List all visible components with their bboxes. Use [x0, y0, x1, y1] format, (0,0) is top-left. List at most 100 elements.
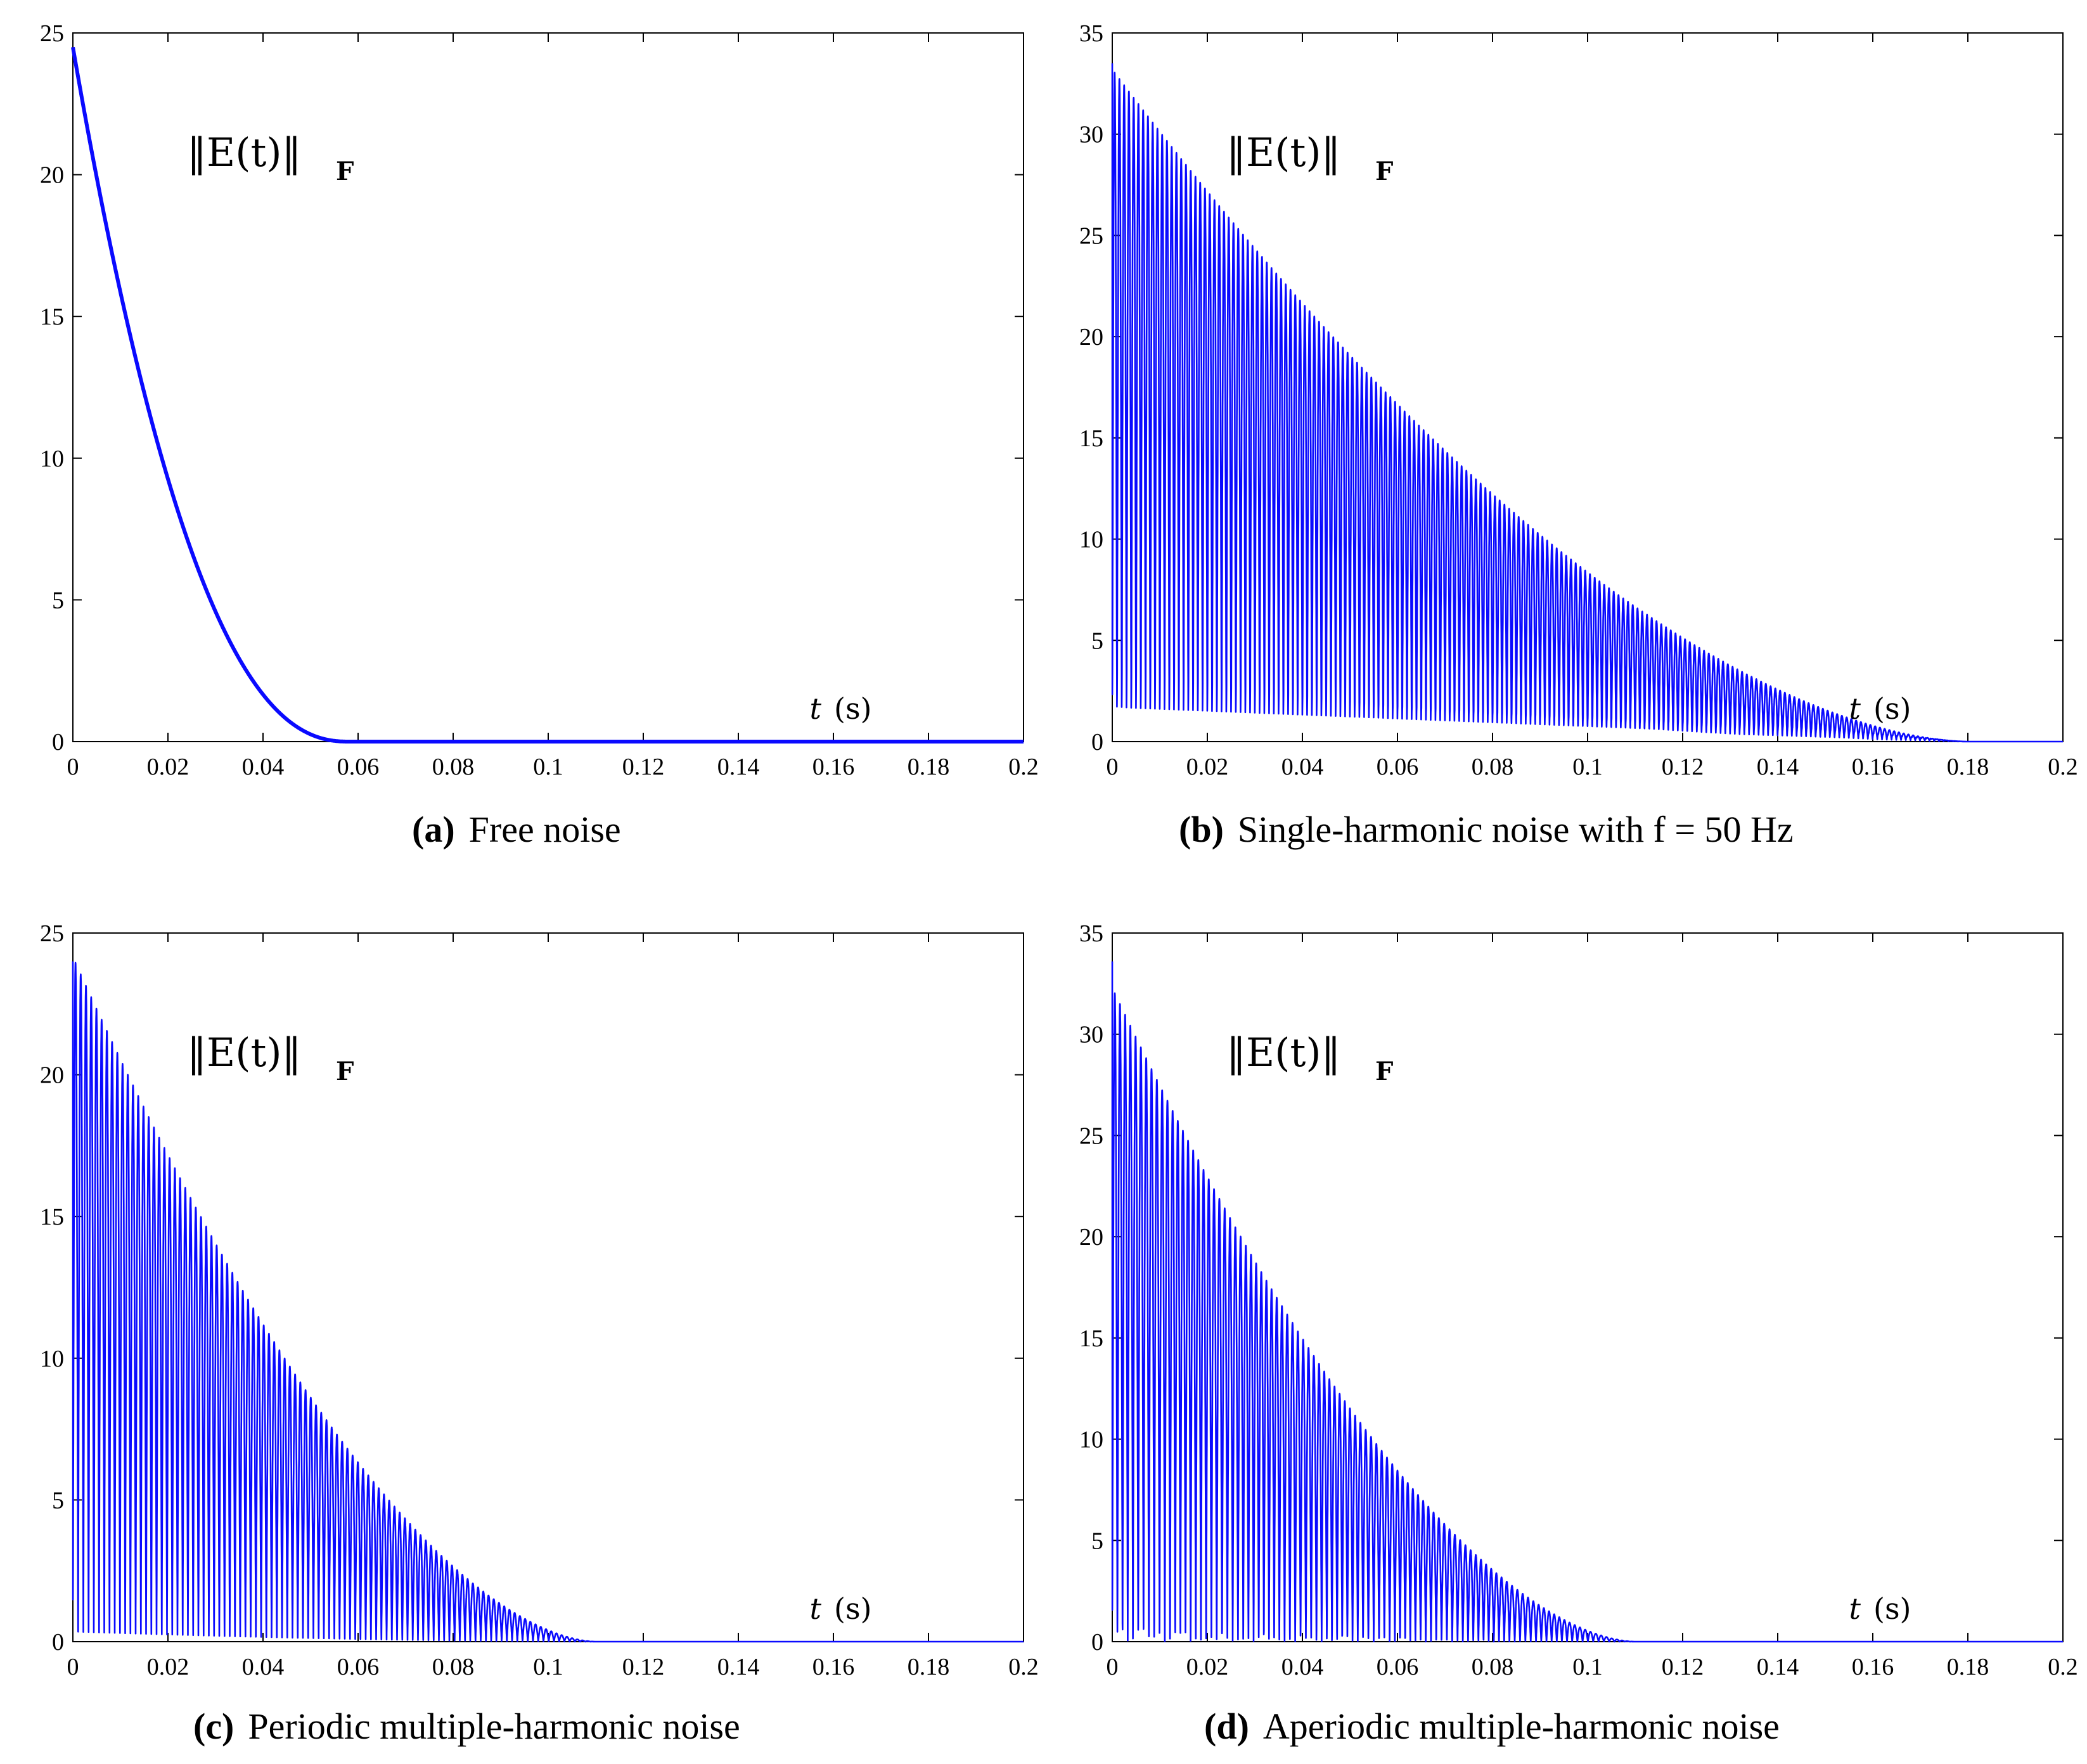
- x-tick-label: 0.08: [432, 1654, 475, 1680]
- norm-annotation-subscript: F: [336, 157, 354, 186]
- x-tick-label: 0.18: [1947, 1654, 1989, 1680]
- x-tick-label: 0.18: [1947, 754, 1989, 780]
- series-line: [72, 961, 1025, 1643]
- x-tick-label: 0: [67, 1654, 79, 1680]
- x-tick-label: 0.1: [1572, 754, 1603, 780]
- x-tick-label: 0.16: [812, 1654, 855, 1680]
- y-tick-label: 15: [1079, 425, 1103, 452]
- y-tick-label: 10: [1079, 527, 1103, 553]
- series-line: [1111, 63, 2064, 743]
- x-tick-label: 0: [1107, 1654, 1119, 1680]
- y-tick-label: 30: [1079, 122, 1103, 148]
- y-tick-label: 0: [1091, 1629, 1103, 1656]
- x-tick-label: 0.2: [2048, 754, 2078, 780]
- series-line: [71, 46, 1025, 744]
- y-tick-label: 15: [1079, 1325, 1103, 1352]
- chart-b-svg: 0 0.02 0.04 0.06 0.08 0.1 0.12 0.14 0.16 0.18 0.2 0…: [1079, 20, 2078, 780]
- chart-panel-d: 0 0.02 0.04 0.06 0.08 0.1 0.12 0.14 0.16 0.18 0.2 0…: [1039, 900, 2079, 1702]
- x-tick-label: 0.1: [533, 1654, 563, 1680]
- norm-annotation-subscript: F: [1375, 157, 1393, 186]
- t-axis-label: t (s): [1849, 692, 1911, 726]
- chart-d-svg: 0 0.02 0.04 0.06 0.08 0.1 0.12 0.14 0.16 0.18 0.2 0…: [1079, 920, 2078, 1680]
- x-tick-label: 0.14: [717, 754, 760, 780]
- x-tick-label: 0.16: [1852, 1654, 1894, 1680]
- y-tick-label: 5: [1091, 1528, 1103, 1554]
- chart-panel-a: 0 0.02 0.04 0.06 0.08 0.1 0.12 0.14 0.16 0.18 0.2 0…: [0, 0, 1039, 802]
- caption-c: (c) Periodic multiple-harmonic noise: [193, 1705, 740, 1748]
- caption-b: (b) Single-harmonic noise with f = 50 Hz: [1179, 808, 1794, 851]
- x-tick-label: 0.16: [1852, 754, 1894, 780]
- y-tick-label: 10: [40, 1346, 64, 1372]
- caption-text: Aperiodic multiple-harmonic noise: [1262, 1706, 1780, 1747]
- caption-text: Periodic multiple-harmonic noise: [248, 1706, 740, 1747]
- x-tick-label: 0.18: [908, 754, 950, 780]
- caption-letter: (d): [1204, 1706, 1249, 1747]
- caption-a: (a) Free noise: [412, 808, 621, 851]
- chart-panel-c: 0 0.02 0.04 0.06 0.08 0.1 0.12 0.14 0.16 0.18 0.2 0…: [0, 900, 1039, 1702]
- chart-a-svg: 0 0.02 0.04 0.06 0.08 0.1 0.12 0.14 0.16 0.18 0.2 0…: [40, 20, 1039, 780]
- x-tick-label: 0.2: [1008, 1654, 1039, 1680]
- y-tick-label: 20: [1079, 324, 1103, 351]
- norm-annotation: ‖E(t)‖: [1226, 1029, 1341, 1076]
- y-tick-label: 0: [52, 1629, 64, 1656]
- y-tick-label: 5: [52, 1487, 64, 1514]
- norm-annotation: ‖E(t)‖: [187, 1029, 302, 1076]
- x-tick-label: 0.18: [908, 1654, 950, 1680]
- x-tick-label: 0.14: [1757, 754, 1799, 780]
- x-tick-label: 0.2: [2048, 1654, 2078, 1680]
- y-tick-label: 25: [40, 20, 64, 47]
- y-tick-label: 5: [1091, 628, 1103, 654]
- y-tick-label: 20: [1079, 1224, 1103, 1251]
- norm-annotation-subscript: F: [1375, 1057, 1393, 1086]
- x-tick-label: 0.16: [812, 754, 855, 780]
- norm-annotation: ‖E(t)‖: [1226, 129, 1341, 176]
- x-tick-label: 0: [67, 754, 79, 780]
- y-tick-label: 5: [52, 587, 64, 614]
- x-tick-label: 0.04: [1281, 754, 1324, 780]
- y-tick-label: 10: [40, 446, 64, 472]
- y-tick-label: 30: [1079, 1022, 1103, 1048]
- t-axis-label: t (s): [810, 692, 872, 726]
- x-tick-label: 0.1: [533, 754, 563, 780]
- y-tick-label: 25: [1079, 1123, 1103, 1149]
- norm-annotation-subscript: F: [336, 1057, 354, 1086]
- x-tick-label: 0.12: [622, 1654, 665, 1680]
- x-tick-label: 0.02: [1186, 754, 1229, 780]
- x-tick-label: 0.12: [1662, 1654, 1704, 1680]
- y-tick-label: 25: [40, 920, 64, 947]
- series-line: [1111, 961, 2064, 1643]
- y-tick-label: 15: [40, 1204, 64, 1230]
- caption-text: Free noise: [468, 809, 621, 850]
- y-tick-label: 0: [52, 729, 64, 756]
- y-tick-label: 25: [1079, 222, 1103, 249]
- y-tick-label: 0: [1091, 729, 1103, 756]
- x-tick-label: 0.04: [1281, 1654, 1324, 1680]
- chart-panel-b: 0 0.02 0.04 0.06 0.08 0.1 0.12 0.14 0.16 0.18 0.2 0…: [1039, 0, 2079, 802]
- x-tick-label: 0.08: [432, 754, 475, 780]
- y-tick-label: 15: [40, 304, 64, 330]
- caption-letter: (a): [412, 809, 455, 850]
- x-tick-label: 0.06: [337, 1654, 380, 1680]
- x-tick-label: 0.06: [1377, 1654, 1419, 1680]
- caption-letter: (b): [1179, 809, 1224, 850]
- caption-d: (d) Aperiodic multiple-harmonic noise: [1204, 1705, 1780, 1748]
- caption-letter: (c): [193, 1706, 234, 1747]
- caption-text: Single-harmonic noise with f = 50 Hz: [1237, 809, 1794, 850]
- x-tick-label: 0.02: [147, 1654, 189, 1680]
- x-tick-label: 0.04: [242, 1654, 285, 1680]
- x-tick-label: 0.06: [337, 754, 380, 780]
- x-tick-label: 0.1: [1572, 1654, 1603, 1680]
- chart-c-svg: 0 0.02 0.04 0.06 0.08 0.1 0.12 0.14 0.16 0.18 0.2 0…: [40, 920, 1039, 1680]
- x-tick-label: 0.2: [1008, 754, 1039, 780]
- x-tick-label: 0: [1107, 754, 1119, 780]
- x-tick-label: 0.08: [1472, 1654, 1514, 1680]
- t-axis-label: t (s): [810, 1592, 872, 1626]
- x-tick-label: 0.12: [622, 754, 665, 780]
- x-tick-label: 0.12: [1662, 754, 1704, 780]
- norm-annotation: ‖E(t)‖: [187, 129, 302, 176]
- y-tick-label: 35: [1079, 920, 1103, 947]
- x-tick-label: 0.02: [1186, 1654, 1229, 1680]
- t-axis-label: t (s): [1849, 1592, 1911, 1626]
- x-tick-label: 0.14: [1757, 1654, 1799, 1680]
- y-tick-label: 10: [1079, 1427, 1103, 1453]
